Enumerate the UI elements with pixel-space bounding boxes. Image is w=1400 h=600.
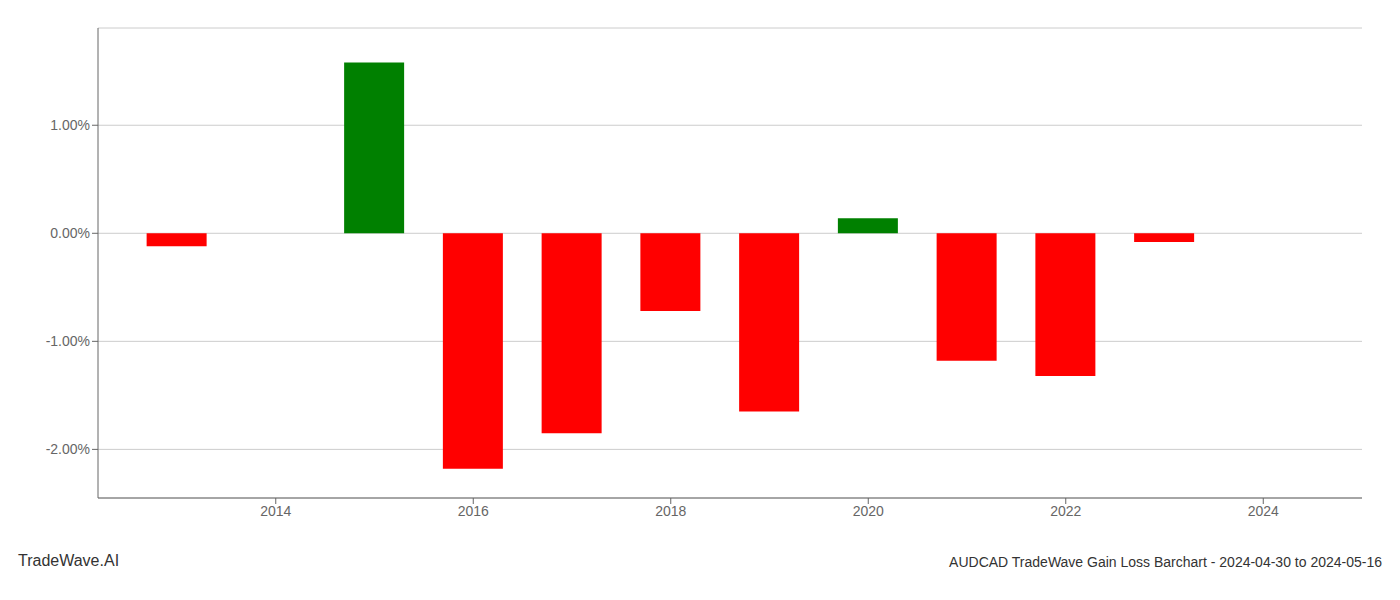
svg-text:2016: 2016 <box>458 503 489 519</box>
svg-text:2014: 2014 <box>260 503 291 519</box>
svg-text:-1.00%: -1.00% <box>46 333 90 349</box>
svg-text:2022: 2022 <box>1050 503 1081 519</box>
svg-text:2024: 2024 <box>1248 503 1279 519</box>
svg-text:2020: 2020 <box>853 503 884 519</box>
svg-text:-2.00%: -2.00% <box>46 441 90 457</box>
svg-text:0.00%: 0.00% <box>50 225 90 241</box>
html-text:AUDCAD TradeWave Gain Loss Bar: AUDCAD TradeWave Gain Loss Barchart - 20… <box>949 554 1382 570</box>
svg-text:2018: 2018 <box>655 503 686 519</box>
html-text:TradeWave.AI: TradeWave.AI <box>18 552 120 569</box>
svg-text:1.00%: 1.00% <box>50 117 90 133</box>
